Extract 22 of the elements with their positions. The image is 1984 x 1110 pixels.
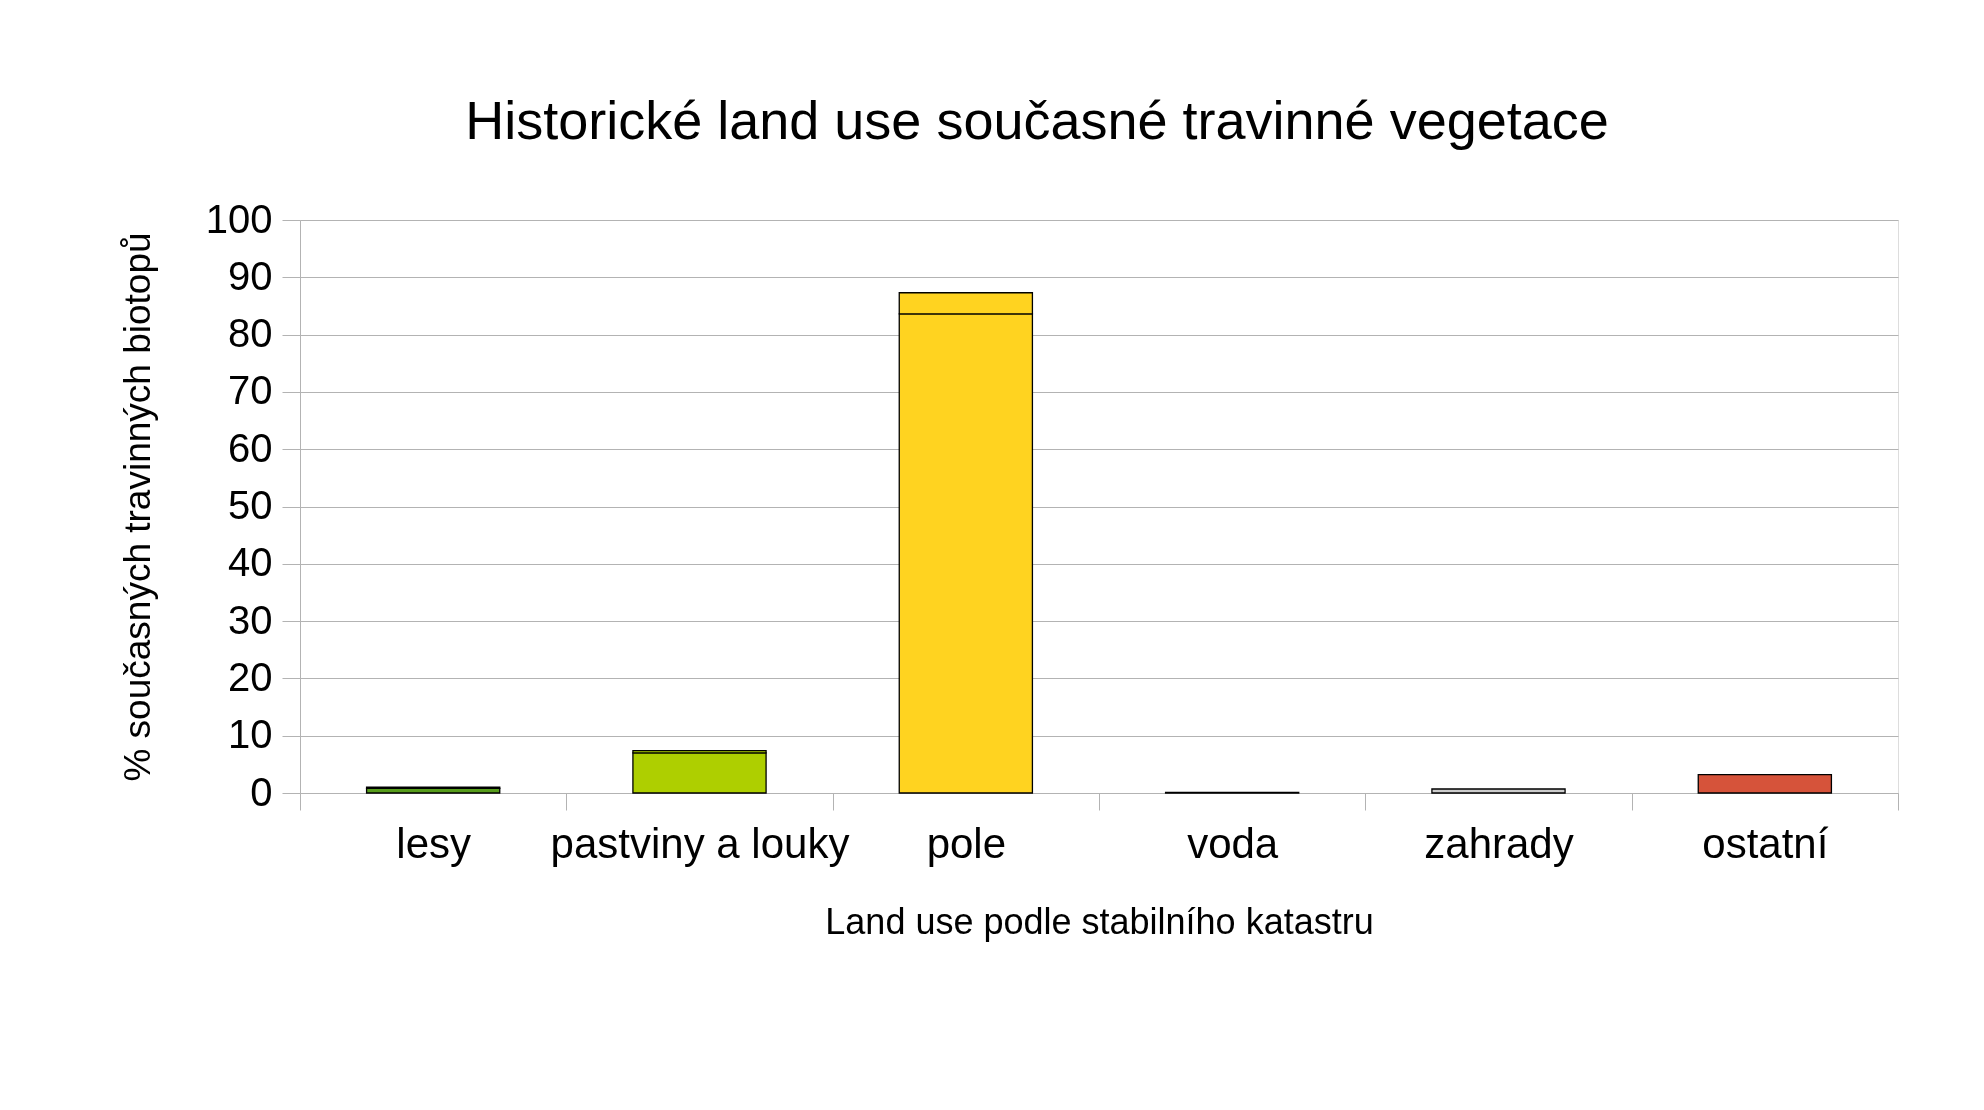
y-axis-title: % současných travinných biotopů — [116, 232, 158, 782]
y-tick-label: 80 — [228, 311, 273, 356]
y-tick-label: 10 — [228, 712, 273, 757]
chart-title: Historické land use současné travinné vegetace — [465, 90, 1609, 150]
y-tick-label: 40 — [228, 540, 273, 585]
y-tick-label: 70 — [228, 368, 273, 413]
y-tick-label: 60 — [228, 425, 273, 470]
y-tick-label: 50 — [228, 483, 273, 527]
x-tick-label: lesy — [396, 819, 472, 867]
x-tick-label: zahrady — [1424, 819, 1574, 867]
y-tick-label: 0 — [250, 769, 273, 814]
x-tick-label: pastviny a louky — [550, 819, 850, 867]
y-tick-label: 30 — [228, 597, 273, 642]
y-tick-label: 20 — [228, 654, 273, 699]
x-axis-title: Land use podle stabilního katastru — [825, 900, 1374, 942]
x-tick-label: ostatní — [1702, 819, 1829, 867]
x-tick-label: pole — [926, 819, 1007, 867]
y-tick-label: 100 — [205, 196, 273, 241]
bar — [1431, 788, 1566, 794]
bar — [1697, 774, 1833, 794]
x-tick-label: voda — [1187, 819, 1279, 867]
y-tick-label: 90 — [228, 253, 273, 298]
